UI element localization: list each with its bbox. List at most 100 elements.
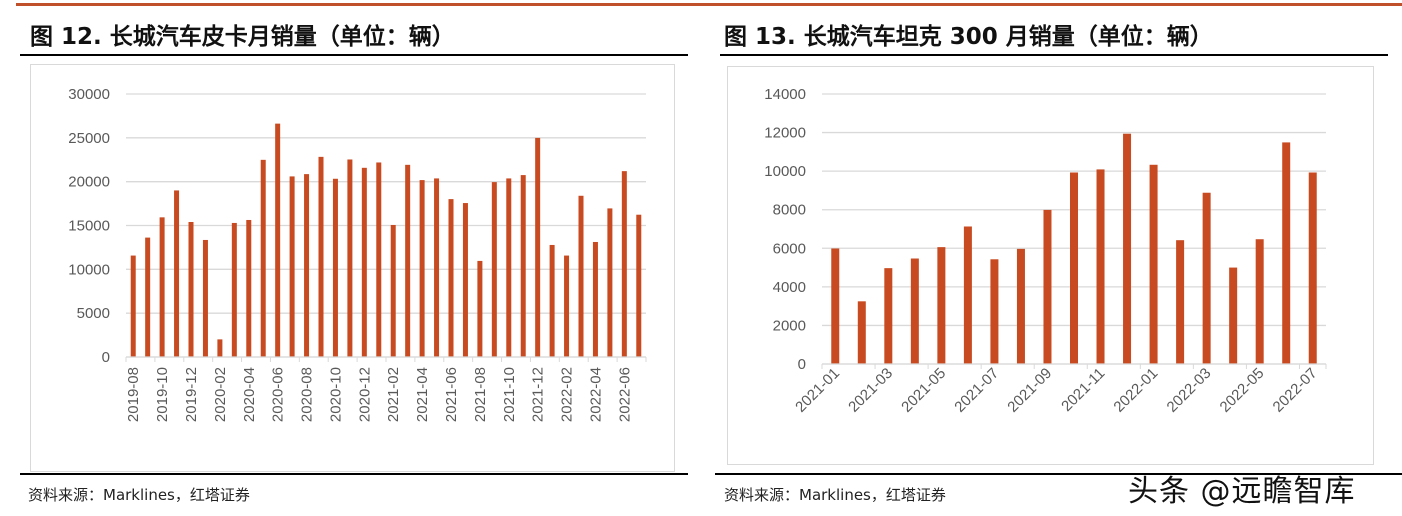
x-tick-label: 2020-08	[299, 367, 316, 422]
x-tick-label: 2020-10	[327, 367, 344, 422]
bar-2021-10	[1070, 172, 1078, 364]
bar-2019-09	[145, 237, 151, 357]
bar-2020-07	[289, 176, 295, 357]
x-tick-label: 2020-12	[356, 367, 373, 422]
bar-2022-06	[621, 171, 627, 357]
bar-2021-07	[990, 259, 999, 364]
x-tick-label: 2022-06	[616, 367, 633, 422]
bar-2021-07	[462, 203, 468, 357]
bar-2022-03	[1202, 192, 1211, 364]
bar-2021-04	[910, 258, 919, 364]
bar-2022-01	[1149, 164, 1158, 364]
x-tick-label: 2019-08	[125, 367, 142, 422]
y-tick-label: 10000	[68, 261, 110, 278]
y-tick-label: 14000	[764, 86, 806, 103]
bar-2021-01	[831, 248, 840, 364]
top-accent-line	[16, 3, 1402, 6]
bar-2019-10	[159, 217, 165, 357]
bar-2021-03	[884, 268, 893, 364]
bar-2020-06	[275, 123, 281, 357]
y-tick-label: 25000	[68, 130, 110, 147]
x-tick-label: 2020-06	[270, 367, 287, 422]
bar-2022-02	[564, 255, 570, 357]
bar-2021-08	[477, 260, 483, 357]
right-footer-rule	[715, 473, 1402, 475]
bar-2021-02	[390, 224, 396, 357]
y-tick-label: 5000	[77, 305, 110, 322]
bar-2019-11	[174, 190, 180, 357]
x-tick-label: 2020-02	[212, 367, 229, 422]
bar-2020-03	[231, 222, 237, 357]
bar-2022-04	[1229, 267, 1238, 364]
x-tick-label: 2021-07	[951, 365, 1002, 416]
x-tick-label: 2022-05	[1217, 365, 1268, 416]
right-source-note: 资料来源：Marklines，红塔证券	[724, 486, 946, 504]
x-tick-label: 2022-07	[1270, 365, 1321, 416]
bar-2021-11	[520, 175, 526, 357]
bar-2021-09	[1043, 209, 1052, 364]
y-tick-label: 6000	[773, 240, 806, 257]
bar-2021-01	[376, 162, 382, 357]
bar-2021-06	[448, 199, 454, 357]
x-tick-label: 2021-03	[845, 365, 896, 416]
bar-2021-12	[535, 137, 541, 357]
x-tick-label: 2021-12	[530, 367, 547, 422]
bar-2022-07	[636, 214, 642, 357]
bar-2020-11	[347, 159, 353, 357]
bar-2021-09	[491, 182, 497, 357]
bar-2021-12	[1123, 133, 1132, 364]
bar-2022-05	[1255, 239, 1264, 364]
y-tick-label: 2000	[773, 317, 806, 334]
x-tick-label: 2019-12	[183, 367, 200, 422]
x-tick-label: 2021-09	[1004, 365, 1055, 416]
bar-2020-10	[332, 178, 338, 357]
left-title-rule	[20, 54, 688, 56]
bar-2021-10	[506, 178, 512, 357]
x-tick-label: 2021-05	[898, 365, 949, 416]
right-chart-frame	[727, 66, 1374, 465]
bar-2020-01	[202, 239, 208, 357]
bar-2022-06	[1282, 142, 1291, 364]
x-tick-label: 2022-04	[587, 367, 604, 422]
bar-2022-04	[592, 241, 598, 357]
y-tick-label: 30000	[68, 86, 110, 103]
y-tick-label: 0	[798, 356, 806, 373]
bar-2020-09	[318, 156, 324, 357]
y-tick-label: 20000	[68, 174, 110, 191]
bar-2021-08	[1016, 248, 1025, 364]
y-tick-label: 15000	[68, 218, 110, 235]
left-chart-frame	[30, 64, 675, 472]
right-chart-title: 图 13. 长城汽车坦克 300 月销量（单位：辆）	[724, 24, 1213, 50]
watermark: 头条 @远瞻智库	[1128, 474, 1356, 509]
bar-2022-01	[549, 244, 555, 357]
x-tick-label: 2022-02	[559, 367, 576, 422]
x-tick-label: 2021-04	[414, 367, 431, 422]
x-tick-label: 2021-02	[385, 367, 402, 422]
bar-2021-03	[405, 164, 411, 357]
x-tick-label: 2019-10	[154, 367, 171, 422]
bar-2022-02	[1176, 240, 1185, 364]
bar-2022-07	[1308, 172, 1317, 364]
left-chart-title: 图 12. 长城汽车皮卡月销量（单位：辆）	[30, 24, 455, 50]
left-source-note: 资料来源：Marklines，红塔证券	[28, 486, 250, 504]
y-tick-label: 0	[102, 349, 110, 366]
bar-2021-05	[434, 178, 440, 357]
y-tick-label: 8000	[773, 202, 806, 219]
y-tick-label: 12000	[764, 125, 806, 142]
bar-2021-02	[857, 301, 866, 364]
bar-2020-04	[246, 219, 252, 357]
x-tick-label: 2021-06	[443, 367, 460, 422]
bar-2021-05	[937, 247, 946, 364]
bar-2022-03	[578, 195, 584, 357]
x-tick-label: 2022-01	[1110, 365, 1161, 416]
bar-2020-05	[260, 159, 266, 357]
x-tick-label: 2021-11	[1058, 365, 1108, 415]
bar-2019-08	[130, 255, 136, 357]
bar-2020-08	[304, 174, 310, 357]
bar-2022-05	[607, 208, 613, 357]
bar-2020-12	[361, 167, 367, 357]
y-tick-label: 4000	[773, 279, 806, 296]
x-tick-label: 2021-10	[501, 367, 518, 422]
